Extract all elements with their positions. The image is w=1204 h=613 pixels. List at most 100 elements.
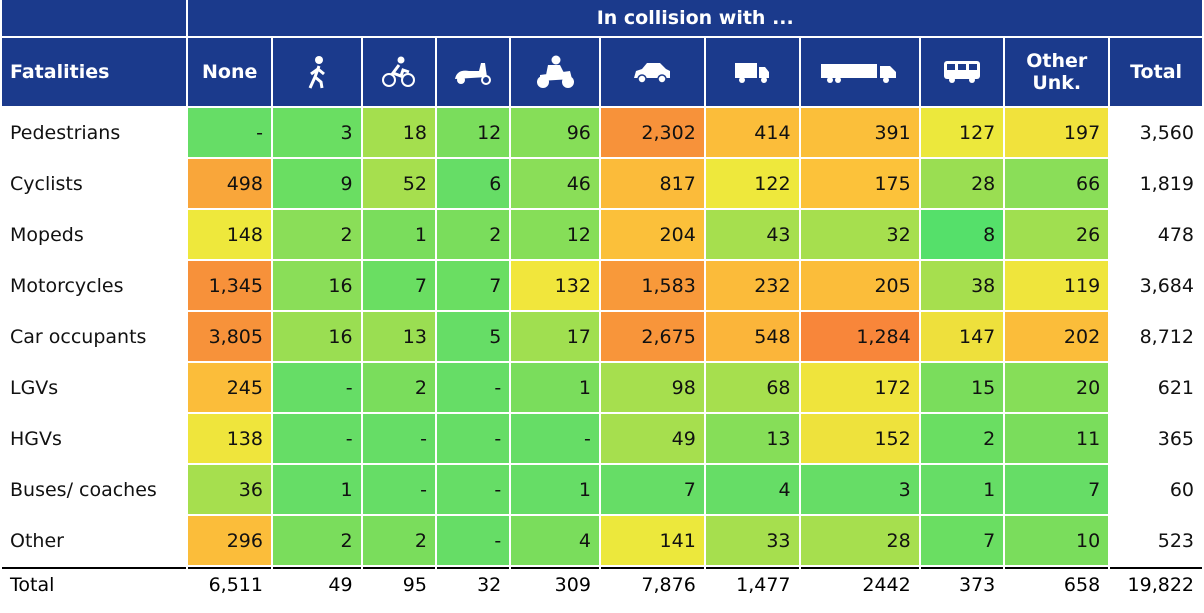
cell: 245 — [188, 363, 271, 412]
cell: - — [272, 414, 361, 463]
cell: 10 — [1005, 516, 1109, 565]
motorcycle-icon — [511, 38, 599, 106]
cell: 7 — [362, 261, 435, 310]
cell: 38 — [920, 261, 1004, 310]
cell: 4 — [705, 465, 799, 514]
cell: - — [362, 465, 435, 514]
cell: - — [436, 516, 510, 565]
pedestrian-icon — [273, 38, 361, 106]
cell: 68 — [705, 363, 799, 412]
row-label: HGVs — [2, 414, 187, 463]
total-cell: 658 — [1005, 567, 1109, 601]
car-icon — [601, 38, 704, 106]
cell: 172 — [800, 363, 919, 412]
row-total: 621 — [1110, 363, 1202, 412]
cell: 2,302 — [600, 108, 704, 157]
cell: 391 — [800, 108, 919, 157]
other-header: Other Unk. — [1026, 50, 1088, 94]
cell: 49 — [600, 414, 704, 463]
cell: 1,345 — [188, 261, 271, 310]
cell: 132 — [511, 261, 599, 310]
cell: - — [362, 414, 435, 463]
column-headers: Fatalities None Other Unk. Total — [2, 38, 1202, 106]
total-cell: 2442 — [800, 567, 919, 601]
cell: 119 — [1005, 261, 1109, 310]
row-total: 8,712 — [1110, 312, 1202, 361]
total-cell: 1,477 — [705, 567, 799, 601]
row-total: 478 — [1110, 210, 1202, 259]
cell: 1 — [362, 210, 435, 259]
cell: 1 — [272, 465, 361, 514]
none-header: None — [202, 61, 258, 83]
cell: 28 — [920, 159, 1004, 208]
cell: 7 — [920, 516, 1004, 565]
cell: 2 — [920, 414, 1004, 463]
cell: 138 — [188, 414, 271, 463]
cell: - — [436, 363, 510, 412]
row-label: Pedestrians — [2, 108, 187, 157]
cell: - — [436, 414, 510, 463]
cell: 7 — [436, 261, 510, 310]
cell: 32 — [800, 210, 919, 259]
cell: 11 — [1005, 414, 1109, 463]
table-row: Motorcycles 1,345 16 7 7 132 1,583 232 205 38 119 3… — [2, 261, 1202, 310]
row-label: Car occupants — [2, 312, 187, 361]
cell: 3 — [272, 108, 361, 157]
cell: 9 — [272, 159, 361, 208]
cell: 152 — [800, 414, 919, 463]
row-label: Mopeds — [2, 210, 187, 259]
header-row: In collision with ... — [2, 0, 1202, 36]
row-label: Buses/ coaches — [2, 465, 187, 514]
row-total: 365 — [1110, 414, 1202, 463]
cell: 1,284 — [800, 312, 919, 361]
cell: 7 — [1005, 465, 1109, 514]
cell: 12 — [436, 108, 510, 157]
row-total: 3,560 — [1110, 108, 1202, 157]
total-cell: 7,876 — [600, 567, 704, 601]
cell: 148 — [188, 210, 271, 259]
cell: 6 — [436, 159, 510, 208]
row-label: Other — [2, 516, 187, 565]
cell: 197 — [1005, 108, 1109, 157]
cell: - — [188, 108, 271, 157]
cyclist-icon — [363, 38, 435, 106]
table-row: Other 296 2 2-4 141 33 28 7 10 523 — [2, 516, 1202, 565]
cell: 36 — [188, 465, 271, 514]
cell: 498 — [188, 159, 271, 208]
cell: 141 — [600, 516, 704, 565]
lgv-icon — [706, 38, 799, 106]
cell: 28 — [800, 516, 919, 565]
row-total: 60 — [1110, 465, 1202, 514]
cell: 548 — [705, 312, 799, 361]
moped-icon — [437, 38, 509, 106]
total-cell: 309 — [511, 567, 599, 601]
cell: 20 — [1005, 363, 1109, 412]
table-row: Cyclists 498 9 52 6 46 817 122 175 28 66 1,819 — [2, 159, 1202, 208]
cell: 52 — [362, 159, 435, 208]
row-label-header: Fatalities — [10, 61, 110, 83]
total-cell: 6,511 — [188, 567, 271, 601]
cell: 204 — [600, 210, 704, 259]
row-total: 1,819 — [1110, 159, 1202, 208]
cell: 66 — [1005, 159, 1109, 208]
cell: 3 — [800, 465, 919, 514]
cell: 2 — [362, 363, 435, 412]
cell: 175 — [800, 159, 919, 208]
cell: 46 — [511, 159, 599, 208]
table-row: HGVs 138- - - -49 13 152 2 11 365 — [2, 414, 1202, 463]
total-label: Total — [2, 567, 187, 601]
cell: 1,583 — [600, 261, 704, 310]
cell: 147 — [920, 312, 1004, 361]
cell: 8 — [920, 210, 1004, 259]
total-header: Total — [1130, 61, 1183, 83]
cell: - — [436, 465, 510, 514]
cell: 15 — [920, 363, 1004, 412]
cell: 33 — [705, 516, 799, 565]
cell: 2 — [272, 516, 361, 565]
total-cell: 373 — [920, 567, 1004, 601]
cell: 12 — [511, 210, 599, 259]
cell: 205 — [800, 261, 919, 310]
hgv-icon — [801, 38, 919, 106]
row-total: 523 — [1110, 516, 1202, 565]
cell: 2,675 — [600, 312, 704, 361]
